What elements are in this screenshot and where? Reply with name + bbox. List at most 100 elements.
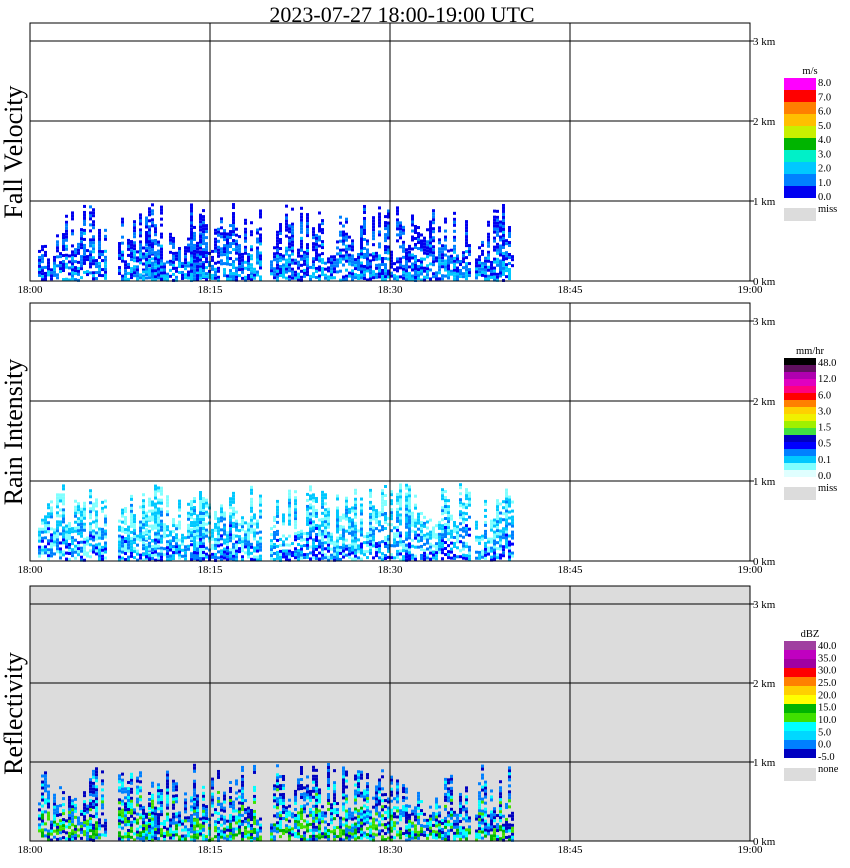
- echo-cell: [306, 540, 309, 544]
- echo-cell: [229, 251, 232, 255]
- echo-cell: [285, 552, 288, 556]
- echo-cell: [190, 221, 193, 225]
- echo-cell: [487, 223, 490, 227]
- echo-cell: [124, 546, 127, 550]
- echo-cell: [38, 530, 41, 534]
- echo-cell: [53, 814, 56, 818]
- echo-cell: [432, 272, 435, 276]
- echo-cell: [151, 823, 154, 827]
- echo-cell: [157, 786, 160, 790]
- echo-cell: [441, 488, 444, 492]
- colorbar-label: 0.1: [818, 455, 831, 466]
- echo-cell: [312, 257, 315, 261]
- echo-cell: [44, 834, 47, 838]
- echo-cell: [83, 243, 86, 247]
- echo-cell: [432, 227, 435, 231]
- echo-cell: [139, 228, 142, 232]
- echo-cell: [411, 262, 414, 266]
- echo-cell: [121, 550, 124, 554]
- echo-cell: [127, 822, 130, 826]
- echo-cell: [348, 531, 351, 535]
- echo-cell: [148, 829, 151, 833]
- echo-cell: [89, 271, 92, 275]
- echo-cell: [402, 546, 405, 550]
- echo-cell: [354, 258, 357, 262]
- echo-cell: [202, 218, 205, 222]
- echo-cell: [223, 815, 226, 819]
- echo-cell: [160, 501, 163, 505]
- echo-cell: [104, 833, 107, 837]
- echo-cell: [508, 495, 511, 499]
- echo-cell: [490, 537, 493, 541]
- echo-cell: [481, 552, 484, 556]
- echo-cell: [178, 264, 181, 268]
- colorbar-swatch: [784, 407, 816, 414]
- echo-cell: [166, 278, 169, 282]
- echo-cell: [104, 264, 107, 268]
- echo-cell: [348, 247, 351, 251]
- echo-cell: [405, 269, 408, 273]
- echo-cell: [160, 277, 163, 281]
- height-tick-label: 2 km: [753, 116, 776, 128]
- echo-cell: [95, 788, 98, 792]
- echo-cell: [83, 204, 86, 208]
- echo-cell: [462, 254, 465, 258]
- echo-cell: [336, 527, 339, 531]
- echo-cell: [381, 268, 384, 272]
- echo-cell: [241, 516, 244, 520]
- echo-cell: [369, 268, 372, 272]
- echo-cell: [327, 549, 330, 553]
- echo-cell: [259, 209, 262, 213]
- echo-cell: [327, 260, 330, 264]
- echo-cell: [205, 534, 208, 538]
- echo-cell: [375, 251, 378, 255]
- echo-cell: [169, 262, 172, 266]
- echo-cell: [62, 496, 65, 500]
- echo-cell: [130, 548, 133, 552]
- echo-cell: [217, 556, 220, 560]
- echo-cell: [336, 542, 339, 546]
- echo-cell: [345, 220, 348, 224]
- echo-cell: [487, 241, 490, 245]
- echo-cell: [41, 275, 44, 279]
- echo-cell: [199, 518, 202, 522]
- echo-cell: [80, 267, 83, 271]
- echo-cell: [202, 536, 205, 540]
- echo-cell: [321, 544, 324, 548]
- echo-cell: [417, 527, 420, 531]
- echo-cell: [399, 492, 402, 496]
- echo-cell: [44, 786, 47, 790]
- echo-cell: [453, 247, 456, 251]
- echo-cell: [187, 517, 190, 521]
- echo-cell: [259, 829, 262, 833]
- echo-cell: [244, 278, 247, 282]
- echo-cell: [148, 246, 151, 250]
- echo-cell: [429, 244, 432, 248]
- echo-cell: [381, 525, 384, 529]
- echo-cell: [502, 224, 505, 228]
- time-tick-label: 18:15: [197, 284, 223, 296]
- echo-cell: [133, 817, 136, 821]
- echo-cell: [294, 789, 297, 793]
- echo-cell: [175, 815, 178, 819]
- echo-cell: [160, 205, 163, 209]
- echo-cell: [77, 266, 80, 270]
- colorbar-unit: m/s: [802, 66, 817, 77]
- echo-cell: [214, 231, 217, 235]
- echo-cell: [384, 266, 387, 270]
- echo-cell: [312, 529, 315, 533]
- echo-cell: [89, 778, 92, 782]
- echo-cell: [399, 486, 402, 490]
- echo-cell: [130, 823, 133, 827]
- echo-cell: [232, 806, 235, 810]
- echo-cell: [496, 517, 499, 521]
- echo-cell: [502, 215, 505, 219]
- echo-cell: [118, 543, 121, 547]
- echo-cell: [124, 790, 127, 794]
- echo-cell: [294, 819, 297, 823]
- echo-cell: [86, 804, 89, 808]
- echo-cell: [199, 258, 202, 262]
- echo-cell: [199, 542, 202, 546]
- echo-cell: [312, 780, 315, 784]
- echo-cell: [223, 514, 226, 518]
